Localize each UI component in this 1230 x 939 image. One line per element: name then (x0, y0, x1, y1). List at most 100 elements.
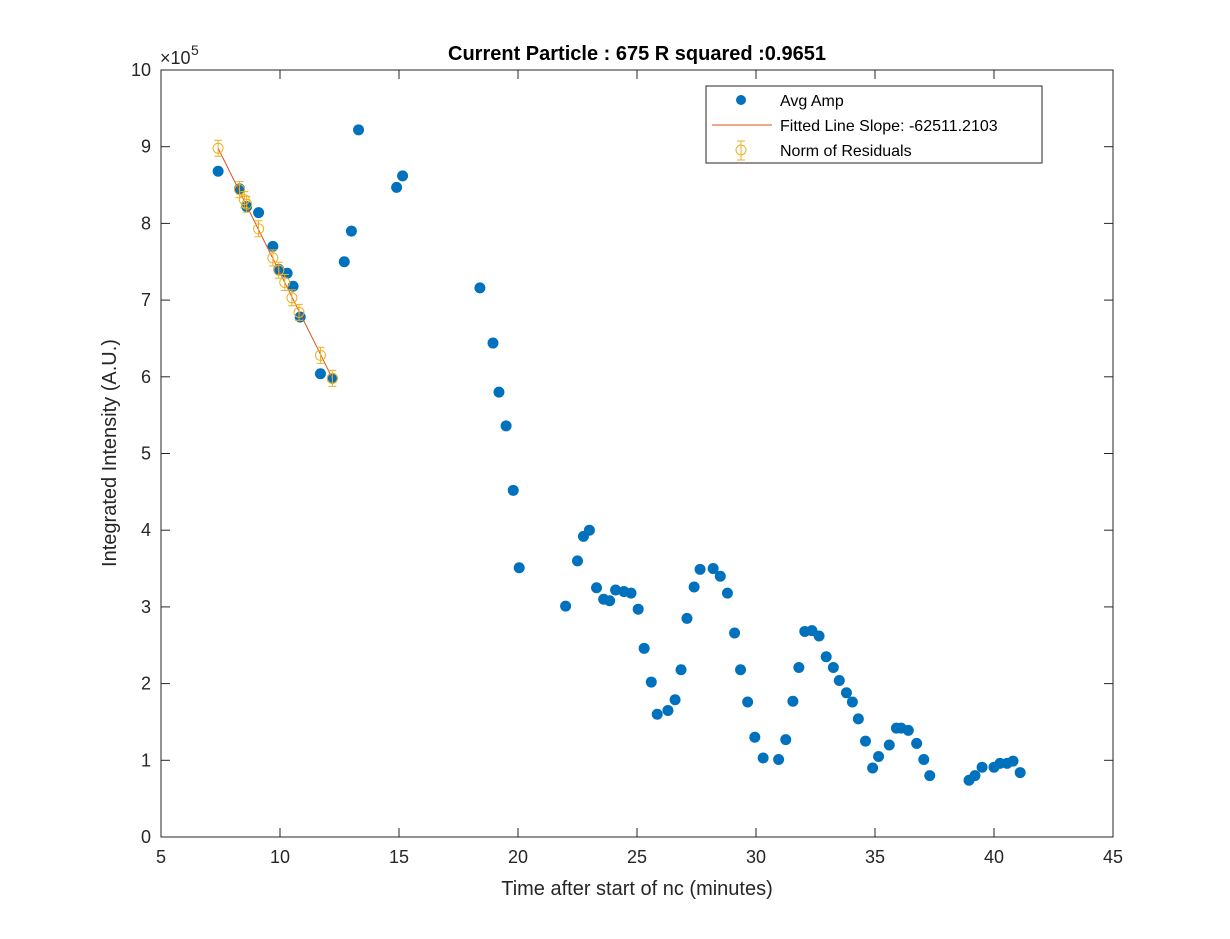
x-tick-label: 35 (865, 847, 885, 867)
avg-amp-point (840, 687, 852, 699)
residual-point (273, 264, 285, 276)
avg-amp-point (487, 337, 499, 349)
avg-amp-point (873, 750, 885, 762)
legend-marker-avg-amp (736, 95, 746, 105)
y-tick-label: 7 (141, 290, 151, 310)
avg-amp-point (813, 630, 825, 642)
avg-amp-point (513, 562, 525, 574)
avg-amp-point (883, 739, 895, 751)
y-axis-label: Integrated Intensity (A.U.) (99, 339, 121, 567)
avg-amp-point (773, 754, 785, 766)
avg-amp-point (1014, 767, 1026, 779)
x-tick-label: 40 (984, 847, 1004, 867)
avg-amp-point (1007, 755, 1019, 767)
avg-amp-point (610, 584, 622, 596)
residual-point (212, 142, 224, 154)
y-tick-labels: 0 1 2 3 4 5 6 7 8 9 10 (131, 60, 151, 847)
avg-amp-point (638, 642, 650, 654)
avg-amp-point (969, 770, 981, 782)
avg-amp-point (694, 563, 706, 575)
avg-amp-point (757, 752, 769, 764)
avg-amp-point (212, 165, 224, 177)
residual-point (267, 252, 279, 264)
legend-label-avg-amp: Avg Amp (780, 93, 844, 110)
legend-label-residuals: Norm of Residuals (780, 143, 912, 160)
avg-amp-point (253, 207, 265, 219)
avg-amp-point (846, 696, 858, 708)
avg-amp-point (681, 612, 693, 624)
chart-title: Current Particle : 675 R squared :0.9651 (448, 43, 826, 65)
avg-amp-point (474, 282, 486, 294)
avg-amp-point (669, 694, 681, 706)
y-tick-label: 10 (131, 60, 151, 80)
avg-amp-point (707, 563, 719, 575)
avg-amp-point (721, 587, 733, 599)
avg-amp-point (780, 734, 792, 746)
avg-amp-point (493, 386, 505, 398)
avg-amp-point (651, 708, 663, 720)
axes-box (160, 69, 1114, 838)
x-tick-labels: 5 10 15 20 25 30 35 40 45 (156, 847, 1123, 867)
avg-amp-point (662, 704, 674, 716)
y-exponent: ×10 5 (160, 42, 199, 68)
avg-amp-point (625, 587, 637, 599)
avg-amp-point (867, 762, 879, 774)
x-tick-label: 15 (389, 847, 409, 867)
residual-point (234, 184, 246, 196)
y-tick-label: 6 (141, 367, 151, 387)
avg-amp-point (742, 696, 754, 708)
y-exponent-multiplier: ×10 (160, 48, 191, 68)
avg-amp-point (859, 735, 871, 747)
avg-amp-point (353, 124, 365, 136)
residual-point (253, 223, 265, 235)
avg-amp-point (714, 570, 726, 582)
x-tick-label: 10 (270, 847, 290, 867)
x-tick-label: 5 (156, 847, 166, 867)
avg-amp-point (287, 280, 299, 292)
y-tick-label: 8 (141, 213, 151, 233)
y-tick-label: 4 (141, 520, 151, 540)
chart-marks (212, 124, 1026, 786)
avg-amp-point (391, 181, 403, 193)
avg-amp-point (833, 675, 845, 687)
avg-amp-point (675, 664, 687, 676)
avg-amp-point (911, 737, 923, 749)
avg-amp-point (976, 761, 988, 773)
residual-point (314, 349, 326, 361)
plot-area (160, 69, 1114, 838)
residual-point (286, 292, 298, 304)
avg-amp-point (345, 225, 357, 237)
x-tick-label: 30 (746, 847, 766, 867)
avg-amp-point (924, 770, 936, 782)
avg-amp-point (338, 256, 350, 268)
residual-point (279, 276, 291, 288)
y-tick-label: 3 (141, 597, 151, 617)
fitted-line (217, 148, 333, 379)
residual-point (241, 198, 253, 210)
avg-amp-point (591, 582, 603, 594)
avg-amp-point (560, 600, 572, 612)
x-axis-label: Time after start of nc (minutes) (501, 878, 773, 900)
y-tick-label: 0 (141, 827, 151, 847)
residual-point (293, 306, 305, 318)
avg-amp-point (645, 676, 657, 688)
legend-label-fitted-line: Fitted Line Slope: -62511.2103 (780, 118, 998, 135)
avg-amp-point (688, 581, 700, 593)
avg-amp-point (507, 484, 519, 496)
avg-amp-point (500, 420, 512, 432)
y-exponent-value: 5 (191, 42, 199, 58)
avg-amp-point (397, 170, 409, 182)
avg-amp-point (572, 555, 583, 567)
avg-amp-point (583, 524, 595, 536)
y-tick-label: 5 (141, 444, 151, 464)
legend: Avg Amp Fitted Line Slope: -62511.2103 N… (705, 85, 1043, 164)
avg-amp-point (820, 651, 832, 663)
avg-amp-point (793, 661, 805, 673)
avg-amp-point (632, 603, 644, 615)
avg-amp-point (902, 724, 914, 736)
avg-amp-point (827, 661, 839, 673)
x-tick-label: 20 (508, 847, 528, 867)
avg-amp-point (729, 627, 741, 639)
tick-marks (160, 69, 1114, 838)
